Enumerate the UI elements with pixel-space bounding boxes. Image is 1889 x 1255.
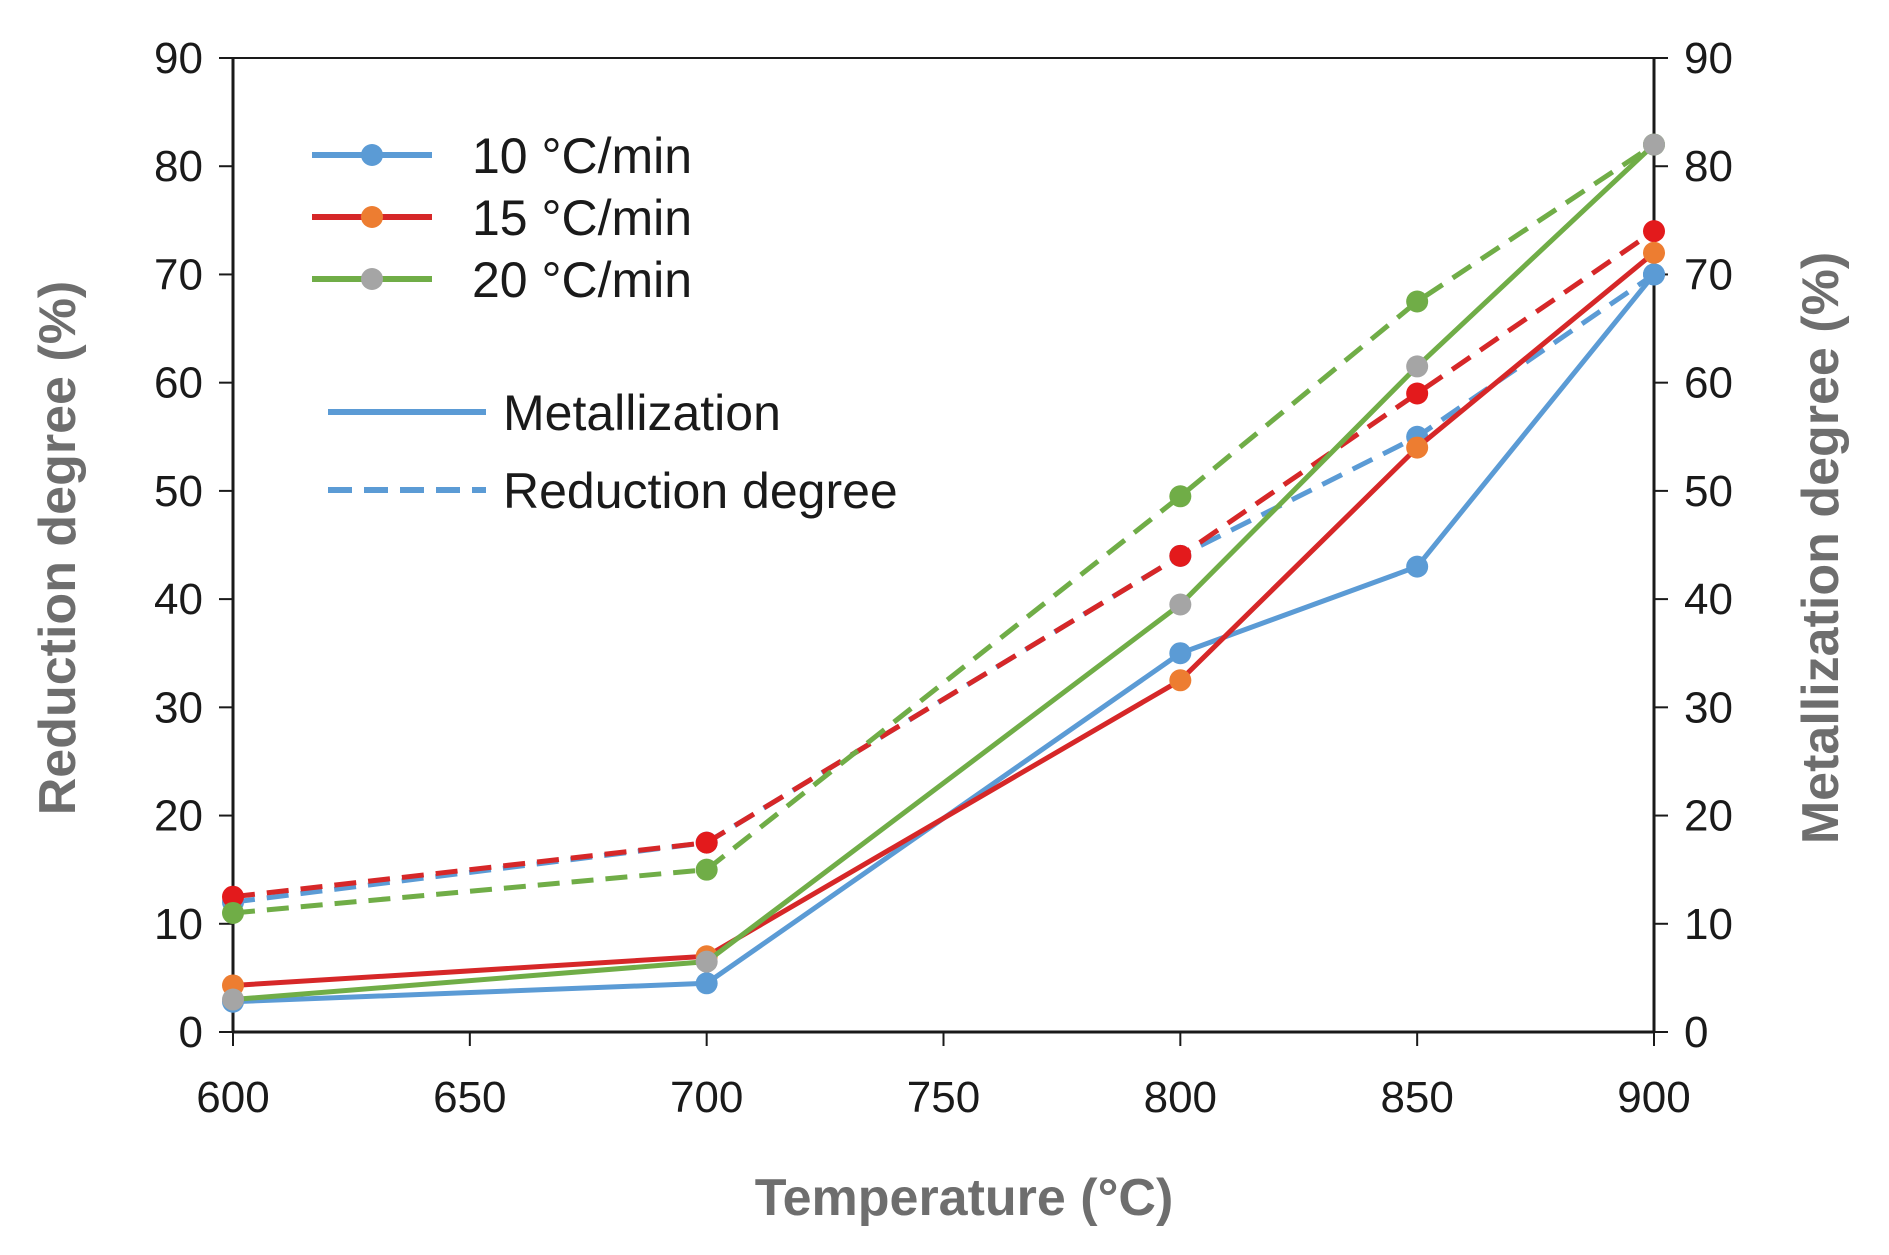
right-y-tick-label: 70 — [1684, 250, 1733, 299]
data-point — [1406, 355, 1429, 378]
data-point — [222, 988, 244, 1011]
right-y-tick-label: 80 — [1684, 142, 1733, 191]
left-y-tick-label: 50 — [154, 467, 203, 516]
right-y-tick-label: 90 — [1684, 34, 1733, 83]
series-layer — [222, 133, 1665, 1013]
data-point — [1406, 436, 1429, 459]
legend-label: 20 °C/min — [472, 252, 692, 308]
right-y-tick-label: 60 — [1684, 359, 1733, 408]
legend-label: Metallization — [503, 385, 781, 441]
legend-item-20c-min: 20 °C/min — [312, 252, 692, 308]
ticks: 0 0 10 10 20 20 30 30 40 40 50 50 60 60 70 70 80 80 90 90 60… — [154, 34, 1733, 1122]
left-y-tick-label: 10 — [154, 900, 203, 949]
series-reduction-15c-min — [222, 220, 1665, 908]
data-point — [1406, 382, 1429, 405]
series-metallization-20c-min — [222, 133, 1665, 1011]
x-tick-label: 800 — [1144, 1073, 1217, 1122]
left-y-tick-label: 70 — [154, 250, 203, 299]
data-point — [1169, 593, 1192, 616]
legend-label: Reduction degree — [503, 463, 898, 519]
legend-item-reduction-degree: Reduction degree — [328, 463, 898, 519]
x-tick-label: 750 — [907, 1073, 980, 1122]
data-point — [1169, 669, 1192, 692]
x-tick-label: 850 — [1380, 1073, 1453, 1122]
left-y-tick-label: 80 — [154, 142, 203, 191]
legend-marker-swatch — [361, 268, 383, 290]
x-axis-title: Temperature (°C) — [755, 1169, 1174, 1227]
left-y-tick-label: 40 — [154, 575, 203, 624]
right-y-tick-label: 20 — [1684, 792, 1733, 841]
data-point — [1406, 290, 1429, 313]
legend-label: 10 °C/min — [472, 128, 692, 184]
x-tick-label: 600 — [196, 1073, 269, 1122]
left-y-tick-label: 20 — [154, 792, 203, 841]
legend-item-15c-min: 15 °C/min — [312, 190, 692, 246]
x-tick-label: 650 — [433, 1073, 506, 1122]
data-point — [695, 858, 718, 881]
data-point — [222, 885, 244, 908]
right-y-tick-label: 10 — [1684, 900, 1733, 949]
data-point — [1643, 133, 1665, 156]
right-y-tick-label: 30 — [1684, 683, 1733, 732]
legend-item-metallization: Metallization — [328, 385, 781, 441]
data-point — [695, 950, 718, 973]
left-y-axis-title: Reduction degree (%) — [29, 281, 87, 816]
data-point — [1169, 485, 1192, 508]
legend-marker-swatch — [361, 206, 383, 228]
left-y-tick-label: 60 — [154, 359, 203, 408]
x-tick-label: 900 — [1617, 1073, 1690, 1122]
legend-marker-swatch — [361, 144, 383, 166]
legend-item-10c-min: 10 °C/min — [312, 128, 692, 184]
right-y-tick-label: 0 — [1684, 1008, 1708, 1057]
legend: 10 °C/min 15 °C/min 20 °C/min Metallization… — [312, 128, 898, 519]
data-point — [1643, 263, 1665, 286]
data-point — [1643, 220, 1665, 243]
data-point — [695, 831, 718, 854]
data-point — [1406, 555, 1429, 578]
data-point — [1169, 642, 1192, 665]
left-y-tick-label: 30 — [154, 683, 203, 732]
right-y-axis-title: Metallization degree (%) — [1792, 252, 1850, 844]
right-y-tick-label: 50 — [1684, 467, 1733, 516]
data-point — [1643, 241, 1665, 264]
left-y-tick-label: 0 — [179, 1008, 203, 1057]
series-line-reduction-20c-min — [232, 142, 1656, 916]
data-point — [222, 901, 244, 924]
data-point — [695, 972, 718, 995]
data-point — [1169, 544, 1192, 567]
legend-label: 15 °C/min — [472, 190, 692, 246]
right-y-tick-label: 40 — [1684, 575, 1733, 624]
x-tick-label: 700 — [670, 1073, 743, 1122]
left-y-tick-label: 90 — [154, 34, 203, 83]
